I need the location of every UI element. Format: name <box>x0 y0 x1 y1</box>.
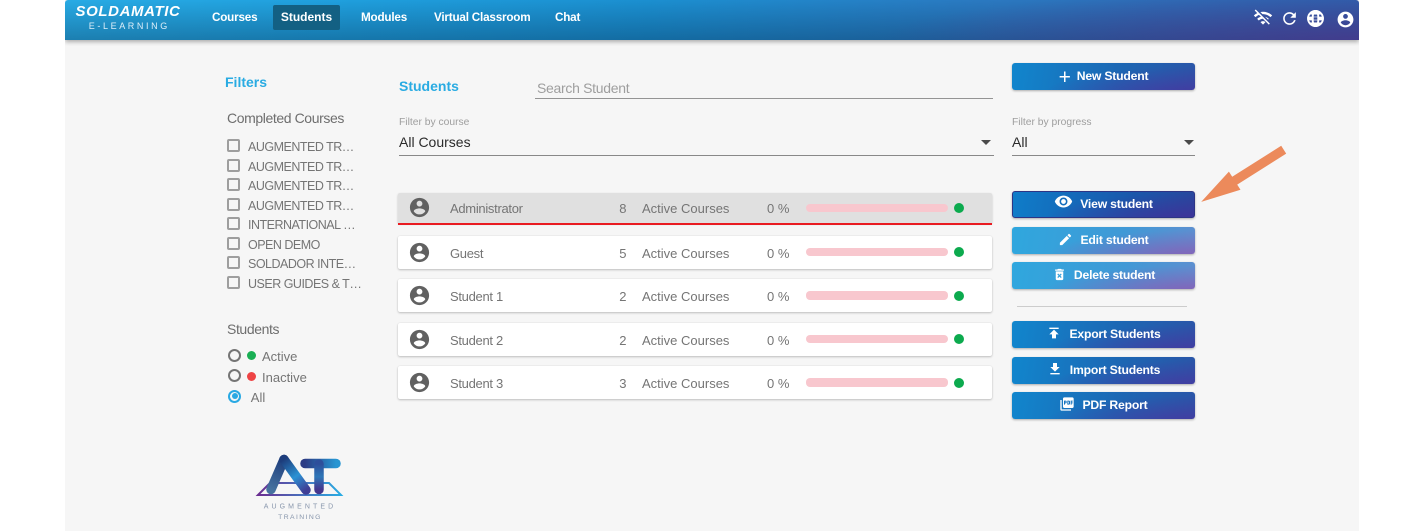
svg-text:AUGMENTED: AUGMENTED <box>264 504 337 511</box>
svg-text:TRAINING: TRAINING <box>278 514 322 521</box>
